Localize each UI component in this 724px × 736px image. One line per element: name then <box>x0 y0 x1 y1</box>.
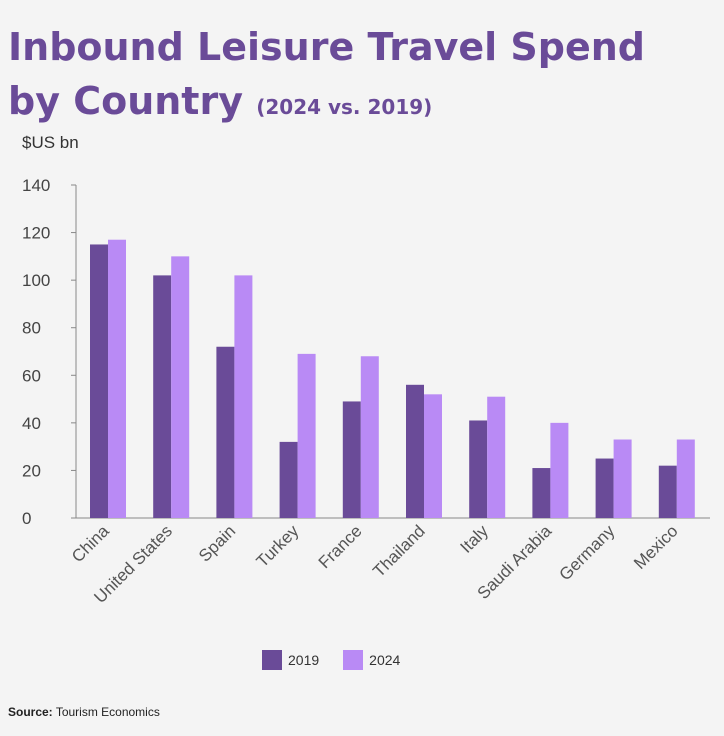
x-tick-label-spain: Spain <box>195 521 239 565</box>
legend-item-2024: 2024 <box>343 650 400 670</box>
bar-thailand-2019 <box>406 384 424 518</box>
x-tick-label-mexico: Mexico <box>630 521 682 573</box>
legend-label-2024: 2024 <box>369 652 401 668</box>
x-tick-label-turkey: Turkey <box>253 521 303 571</box>
bar-germany-2024 <box>613 439 632 518</box>
y-tick-label-60: 60 <box>22 366 41 385</box>
bar-united-states-2019 <box>153 275 172 518</box>
bar-france-2024 <box>360 356 379 518</box>
bar-italy-2019 <box>469 420 488 518</box>
x-tick-label-germany: Germany <box>556 521 619 584</box>
legend-swatch-2019 <box>262 650 282 670</box>
y-tick-label-140: 140 <box>22 176 50 195</box>
legend-swatch-2024 <box>343 650 364 670</box>
bar-china-2024 <box>108 239 126 518</box>
bar-mexico-2024 <box>676 439 695 518</box>
bar-france-2019 <box>342 401 361 518</box>
bar-mexico-2019 <box>658 465 677 518</box>
x-tick-label-france: France <box>315 521 366 572</box>
y-tick-label-0: 0 <box>22 509 31 528</box>
bar-saudi-arabia-2019 <box>532 468 551 518</box>
x-tick-label-italy: Italy <box>457 521 493 557</box>
bar-spain-2019 <box>216 346 235 518</box>
y-tick-label-20: 20 <box>22 461 41 480</box>
legend-label-2019: 2019 <box>288 652 320 668</box>
source-note: Source: Tourism Economics <box>8 705 160 719</box>
source-text: Tourism Economics <box>55 705 160 719</box>
bar-thailand-2024 <box>424 394 442 518</box>
chart-subtitle: (2024 vs. 2019) <box>256 95 433 119</box>
legend: 2019 2024 <box>262 650 400 670</box>
source-label: Source: <box>8 705 53 719</box>
y-tick-label-120: 120 <box>22 224 50 243</box>
bar-germany-2019 <box>595 458 614 518</box>
bar-china-2019 <box>90 244 108 518</box>
bar-spain-2024 <box>234 275 253 518</box>
bar-united-states-2024 <box>171 256 190 518</box>
legend-item-2019: 2019 <box>262 650 319 670</box>
y-tick-label-100: 100 <box>22 271 50 290</box>
bar-turkey-2024 <box>297 353 316 518</box>
bar-italy-2024 <box>487 396 506 518</box>
x-tick-label-thailand: Thailand <box>369 521 429 581</box>
bar-saudi-arabia-2024 <box>550 422 569 518</box>
y-axis-unit-label: $US bn <box>22 133 79 152</box>
x-tick-label-china: China <box>68 521 113 566</box>
y-tick-label-40: 40 <box>22 414 41 433</box>
chart-title: Inbound Leisure Travel Spend by Country … <box>8 25 645 123</box>
y-tick-label-80: 80 <box>22 319 41 338</box>
bar-turkey-2019 <box>279 441 298 518</box>
